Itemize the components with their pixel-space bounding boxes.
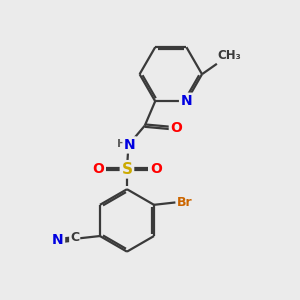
Text: O: O bbox=[92, 162, 104, 176]
Text: S: S bbox=[122, 162, 133, 177]
Text: Br: Br bbox=[177, 196, 193, 209]
Text: O: O bbox=[150, 162, 162, 176]
Text: O: O bbox=[170, 121, 182, 135]
Text: N: N bbox=[181, 94, 192, 108]
Text: N: N bbox=[124, 138, 136, 152]
Text: N: N bbox=[52, 233, 64, 247]
Text: CH₃: CH₃ bbox=[218, 49, 242, 62]
Text: H: H bbox=[117, 139, 127, 149]
Text: C: C bbox=[70, 231, 79, 244]
